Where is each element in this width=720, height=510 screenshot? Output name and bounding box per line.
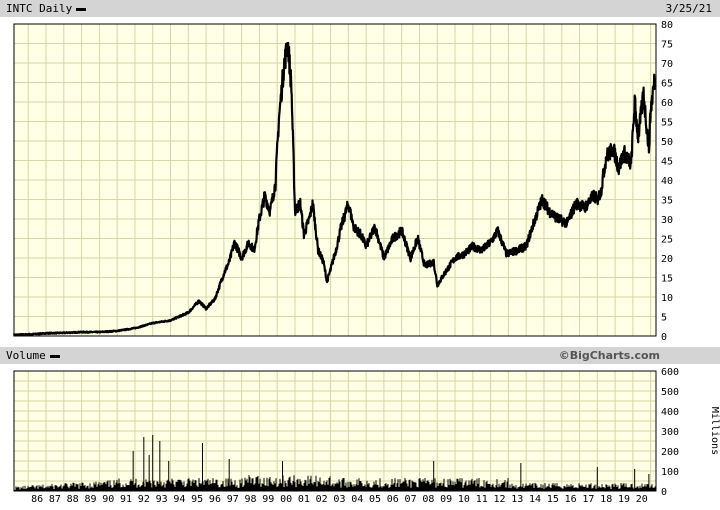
ticker-label: INTC Daily [6,0,87,17]
price-y-axis: 0 5 10 15 20 25 30 35 40 45 50 55 60 65 70 75 80 [661,20,673,343]
x-tick-label: 96 [209,494,221,505]
x-tick-label: 06 [387,494,399,505]
x-tick-label: 03 [333,494,345,505]
x-tick-label: 87 [49,494,61,505]
x-tick-label: 11 [476,494,488,505]
volume-y-axis: 0 100 200 300 400 500 600 [661,367,679,498]
volume-y-tick: 400 [661,407,679,418]
x-tick-label: 17 [582,494,594,505]
volume-y-tick: 500 [661,387,679,398]
x-tick-label: 98 [245,494,257,505]
x-tick-label: 97 [227,494,239,505]
credit-text: ©BigCharts.com [558,349,660,362]
price-frame [13,23,657,337]
price-line [12,41,656,337]
price-y-tick: 0 [661,332,667,343]
x-tick-label: 02 [316,494,328,505]
price-y-tick: 70 [661,59,673,70]
volume-bars [14,435,656,491]
price-y-tick: 40 [661,176,673,187]
x-tick-label: 10 [458,494,470,505]
x-tick-label: 91 [120,494,132,505]
x-tick-label: 94 [173,494,185,505]
price-y-tick: 20 [661,254,673,265]
volume-bars-path [14,475,656,491]
x-tick-label: 13 [511,494,523,505]
x-tick-label: 04 [351,494,363,505]
volume-unit-label: Millions [709,407,720,455]
volume-y-tick: 300 [661,427,679,438]
x-tick-label: 88 [67,494,79,505]
x-tick-label: 90 [102,494,114,505]
price-y-tick: 65 [661,79,673,90]
x-tick-label: 12 [493,494,505,505]
chart-date: 3/25/21 [665,2,712,15]
x-tick-label: 92 [138,494,150,505]
x-tick-label: 93 [156,494,168,505]
price-y-tick: 25 [661,235,673,246]
x-tick-label: 16 [565,494,577,505]
x-axis-years: 86 87 88 89 90 91 92 93 94 95 96 97 98 99 00 01 02 03 04 05… [31,494,648,505]
price-y-tick: 5 [661,313,667,324]
x-tick-label: 01 [298,494,310,505]
price-y-tick: 30 [661,215,673,226]
x-tick-label: 20 [636,494,648,505]
volume-legend-swatch [49,354,60,358]
x-tick-label: 19 [618,494,630,505]
price-y-tick: 35 [661,196,673,207]
price-header-band: INTC Daily 3/25/21 [0,0,720,17]
x-tick-label: 05 [369,494,381,505]
price-y-tick: 60 [661,98,673,109]
price-y-tick: 50 [661,137,673,148]
price-legend-swatch [76,7,87,11]
price-y-tick: 45 [661,157,673,168]
x-tick-label: 89 [84,494,96,505]
volume-y-tick: 200 [661,447,679,458]
price-y-tick: 80 [661,20,673,31]
volume-header-band: Volume ©BigCharts.com [0,347,720,364]
price-y-tick: 55 [661,118,673,129]
x-tick-label: 14 [529,494,541,505]
x-tick-label: 07 [405,494,417,505]
x-tick-label: 00 [280,494,292,505]
price-series [12,41,656,337]
volume-y-tick: 600 [661,367,679,378]
x-tick-label: 18 [600,494,612,505]
x-tick-label: 09 [440,494,452,505]
price-y-tick: 15 [661,274,673,285]
x-tick-label: 86 [31,494,43,505]
volume-frame [13,370,657,492]
price-y-tick: 75 [661,40,673,51]
x-tick-label: 08 [422,494,434,505]
volume-y-tick: 0 [661,487,667,498]
x-tick-label: 95 [191,494,203,505]
x-tick-label: 99 [262,494,274,505]
volume-y-tick: 100 [661,467,679,478]
volume-label: Volume [6,347,60,364]
x-tick-label: 15 [547,494,559,505]
price-y-tick: 10 [661,293,673,304]
